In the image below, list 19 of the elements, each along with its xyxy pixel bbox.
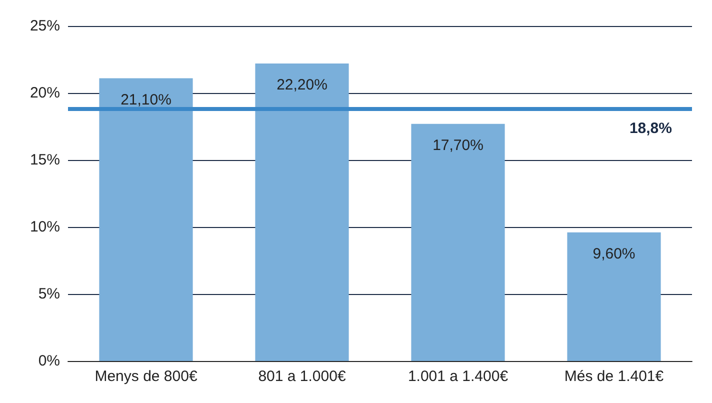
bar bbox=[99, 78, 193, 361]
bar bbox=[255, 64, 349, 361]
x-tick-label: Més de 1.401€ bbox=[564, 368, 664, 385]
y-tick-label: 5% bbox=[38, 286, 60, 302]
y-tick-label: 0% bbox=[38, 352, 60, 370]
data-label: 22,20% bbox=[276, 76, 328, 94]
y-tick-label: 25% bbox=[30, 18, 60, 34]
ref-line-label: 18,8% bbox=[629, 120, 672, 138]
x-tick-label: Menys de 800€ bbox=[94, 368, 198, 385]
x-tick-label: 1.001 a 1.400€ bbox=[408, 368, 509, 385]
data-label: 17,70% bbox=[432, 136, 484, 154]
y-tick-label: 10% bbox=[30, 218, 60, 236]
y-tick-label: 20% bbox=[30, 84, 60, 102]
data-label: 9,60% bbox=[592, 245, 636, 262]
bar bbox=[411, 124, 505, 361]
bar bbox=[567, 232, 661, 361]
x-tick-label: 801 a 1.000€ bbox=[258, 368, 346, 385]
y-tick-label: 15% bbox=[30, 152, 60, 168]
data-label: 21,10% bbox=[120, 91, 172, 108]
